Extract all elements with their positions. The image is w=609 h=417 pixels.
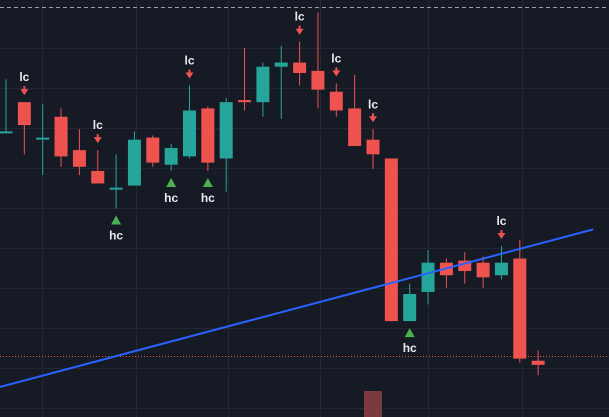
candle-body bbox=[366, 139, 380, 155]
candle-body bbox=[164, 148, 178, 165]
candle-body bbox=[238, 100, 252, 103]
sell-arrow-stem bbox=[96, 134, 99, 139]
candle[interactable] bbox=[513, 239, 527, 363]
buy-arrow-icon bbox=[202, 177, 213, 187]
candle[interactable] bbox=[201, 106, 215, 171]
candle-body bbox=[348, 108, 362, 146]
sell-arrow-stem bbox=[372, 113, 374, 118]
trendline[interactable] bbox=[0, 228, 594, 389]
candle[interactable] bbox=[293, 41, 307, 86]
candle[interactable] bbox=[127, 131, 141, 186]
sell-arrow-stem bbox=[188, 69, 191, 74]
candle[interactable] bbox=[109, 154, 123, 209]
candle[interactable] bbox=[366, 129, 380, 169]
volume-bars bbox=[364, 391, 382, 417]
candle[interactable] bbox=[348, 75, 362, 146]
buy-arrow-icon bbox=[166, 177, 177, 187]
sell-arrow-icon bbox=[295, 28, 304, 35]
candle[interactable] bbox=[458, 252, 472, 284]
candle-body bbox=[256, 66, 270, 103]
volume-bar bbox=[364, 391, 382, 417]
signals: lc lc hc hc lc hc lc lc lc hc lc bbox=[19, 10, 506, 355]
signal-label-lc: lc bbox=[93, 118, 103, 132]
candle-body bbox=[91, 170, 105, 184]
candle-body bbox=[219, 102, 233, 159]
sell-arrow-stem bbox=[500, 230, 503, 235]
candle[interactable] bbox=[476, 256, 490, 288]
candle[interactable] bbox=[91, 150, 105, 184]
candle[interactable] bbox=[219, 97, 233, 192]
candle-body bbox=[54, 116, 68, 157]
sell-arrow-icon bbox=[497, 233, 506, 240]
candle[interactable] bbox=[329, 83, 343, 117]
candle[interactable] bbox=[72, 129, 86, 176]
candle[interactable] bbox=[421, 250, 435, 305]
sell-arrow-stem bbox=[335, 67, 338, 72]
signal-label-lc: lc bbox=[184, 53, 194, 67]
candle-body bbox=[293, 62, 307, 73]
candle-body bbox=[183, 110, 196, 157]
candle-body bbox=[17, 102, 31, 126]
candle-body bbox=[72, 150, 86, 167]
candle-body bbox=[531, 360, 545, 365]
candle[interactable] bbox=[384, 158, 398, 322]
sell-arrow-icon bbox=[185, 72, 194, 79]
candle[interactable] bbox=[54, 108, 68, 167]
candle-body bbox=[421, 262, 435, 292]
candle-body bbox=[0, 131, 13, 134]
candle[interactable] bbox=[146, 135, 160, 167]
candle-body bbox=[109, 187, 123, 190]
candle[interactable] bbox=[256, 62, 270, 117]
candle-body bbox=[384, 158, 398, 322]
sell-arrow-icon bbox=[332, 70, 341, 77]
signal-label-lc: lc bbox=[19, 70, 29, 84]
signal-label-lc: lc bbox=[295, 10, 305, 24]
candle[interactable] bbox=[439, 258, 453, 288]
candle[interactable] bbox=[274, 45, 288, 119]
signal-label-hc: hc bbox=[109, 229, 123, 243]
candle-body bbox=[127, 139, 141, 186]
candle[interactable] bbox=[183, 85, 196, 159]
candle-body bbox=[329, 91, 343, 111]
sell-arrow-stem bbox=[298, 25, 301, 30]
signal-label-hc: hc bbox=[403, 341, 417, 355]
candle[interactable] bbox=[494, 246, 508, 280]
sell-arrow-icon bbox=[20, 89, 29, 96]
sell-arrow-stem bbox=[23, 86, 26, 91]
buy-arrow-icon bbox=[111, 215, 122, 225]
candle-body bbox=[476, 262, 490, 278]
signal-label-lc: lc bbox=[496, 214, 506, 228]
candle[interactable] bbox=[311, 12, 325, 109]
candle-body bbox=[201, 108, 215, 163]
sell-arrow-icon bbox=[93, 137, 102, 144]
candle-body bbox=[311, 70, 325, 90]
candle[interactable] bbox=[403, 283, 417, 322]
signal-label-hc: hc bbox=[201, 191, 215, 205]
candle[interactable] bbox=[164, 143, 178, 171]
signal-label-hc: hc bbox=[164, 191, 178, 205]
buy-arrow-icon bbox=[404, 328, 415, 338]
candle-body bbox=[494, 262, 508, 276]
sell-arrow-icon bbox=[369, 116, 377, 123]
candle[interactable] bbox=[531, 350, 545, 376]
signal-label-lc: lc bbox=[331, 51, 341, 65]
candles bbox=[0, 12, 545, 376]
candle-body bbox=[513, 258, 527, 359]
candle-body bbox=[403, 293, 417, 322]
candle-body bbox=[146, 137, 160, 163]
candle[interactable] bbox=[36, 104, 50, 176]
candle-body bbox=[274, 62, 288, 67]
candle[interactable] bbox=[238, 47, 252, 111]
candle-body bbox=[458, 260, 472, 272]
signal-label-lc: lc bbox=[368, 97, 378, 111]
candle[interactable] bbox=[17, 102, 31, 155]
candle[interactable] bbox=[0, 79, 13, 134]
candle-body bbox=[36, 137, 50, 140]
